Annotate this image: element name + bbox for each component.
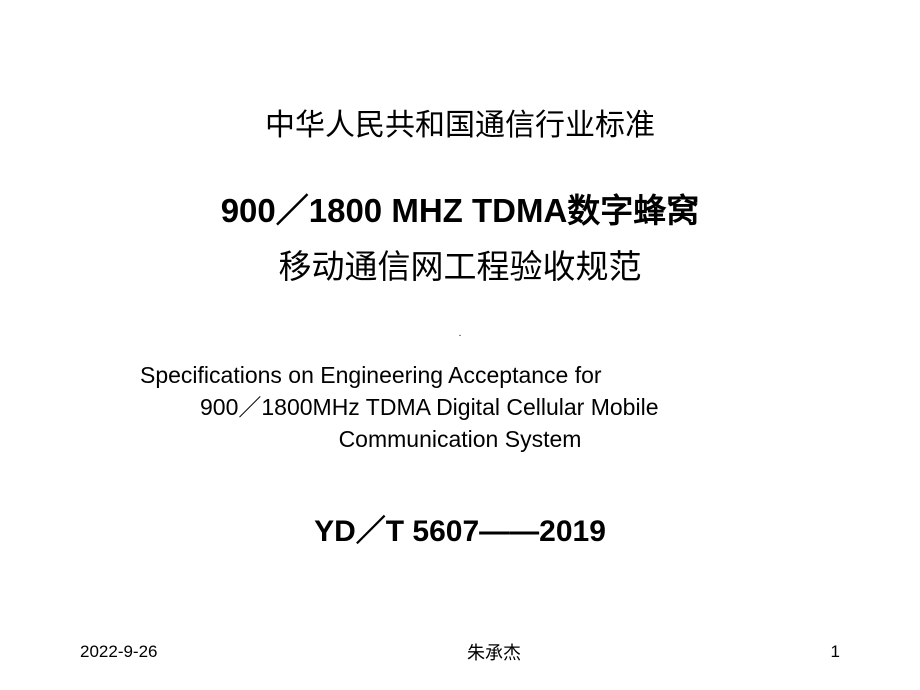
title-english-line3: Communication System bbox=[80, 423, 840, 455]
footer-date: 2022-9-26 bbox=[80, 642, 158, 662]
footer-page-number: 1 bbox=[831, 642, 840, 662]
slide-container: 中华人民共和国通信行业标准 900／1800 MHZ TDMA数字蜂窝 移动通信… bbox=[0, 0, 920, 690]
footer-author: 朱承杰 bbox=[467, 639, 521, 665]
title-chinese-line2: 移动通信网工程验收规范 bbox=[80, 240, 840, 288]
standard-code: YD／T 5607——2019 bbox=[80, 506, 840, 550]
title-english: Specifications on Engineering Acceptance… bbox=[80, 359, 840, 456]
title-chinese-line1: 900／1800 MHZ TDMA数字蜂窝 bbox=[80, 184, 840, 232]
title-english-line2: 900／1800MHz TDMA Digital Cellular Mobile bbox=[80, 391, 840, 423]
title-english-line1: Specifications on Engineering Acceptance… bbox=[80, 359, 840, 391]
separator-dot: . bbox=[80, 328, 840, 339]
standard-org-header: 中华人民共和国通信行业标准 bbox=[80, 100, 840, 144]
slide-footer: 2022-9-26 朱承杰 1 bbox=[0, 639, 920, 665]
